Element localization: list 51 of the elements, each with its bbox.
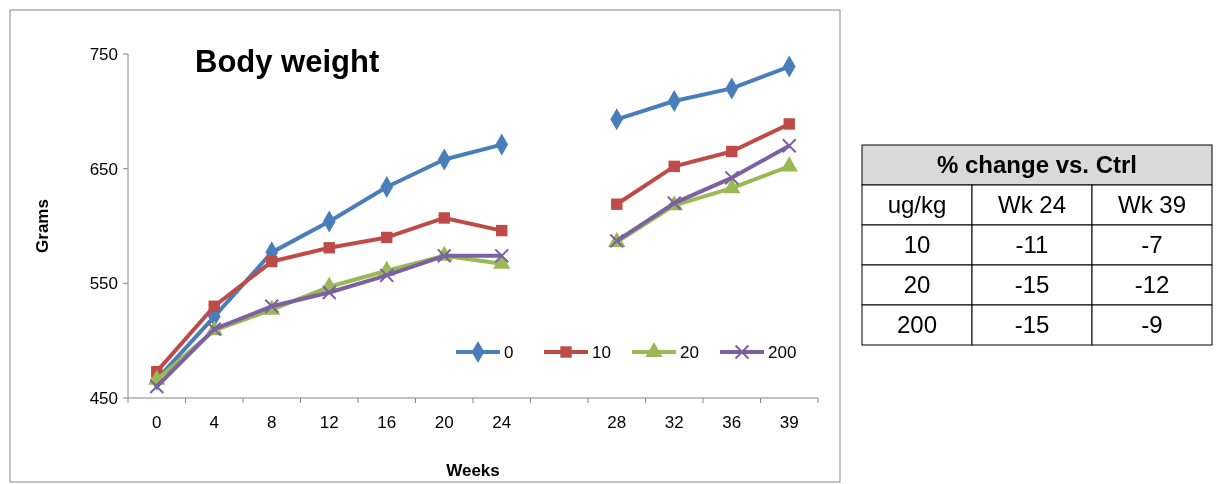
- legend-label: 10: [592, 342, 611, 362]
- x-tick-label: 20: [434, 413, 454, 432]
- point: [208, 300, 220, 312]
- point: [266, 255, 278, 268]
- text: -12: [1134, 271, 1170, 299]
- chart-title: Body weight: [195, 44, 380, 79]
- point: [381, 231, 393, 244]
- y-tick-label: 550: [89, 274, 118, 294]
- point: [668, 160, 680, 173]
- text: % change vs. Ctrl: [936, 151, 1138, 179]
- x-tick-label: 12: [319, 413, 339, 432]
- point: [781, 138, 797, 154]
- x-tick-label: 16: [377, 413, 397, 432]
- text: 200: [896, 311, 938, 339]
- text: -15: [1014, 311, 1050, 339]
- x-axis-title: Weeks: [446, 461, 500, 480]
- text: 10: [903, 231, 931, 259]
- point: [323, 242, 335, 254]
- point: [438, 212, 450, 224]
- y-tick-label: 450: [89, 388, 118, 408]
- x-tick-label: 4: [209, 413, 219, 432]
- point: [726, 145, 738, 158]
- point: [149, 379, 165, 394]
- text: ug/kg: [887, 191, 947, 219]
- text: -7: [1141, 231, 1163, 259]
- x-tick-label: 0: [152, 413, 162, 432]
- point: [724, 170, 740, 186]
- y-tick-label: 650: [89, 159, 118, 179]
- point: [494, 248, 510, 264]
- text: -11: [1015, 231, 1049, 259]
- x-tick-label: 28: [607, 413, 627, 432]
- legend-label: 200: [768, 342, 797, 362]
- legend-label: 0: [504, 342, 514, 362]
- point: [379, 267, 395, 283]
- text: -9: [1141, 311, 1163, 339]
- text: Wk 24: [997, 191, 1067, 219]
- point: [611, 198, 623, 210]
- x-tick-label: 39: [779, 413, 799, 432]
- point: [321, 285, 337, 300]
- x-tick-label: 32: [664, 413, 684, 432]
- legend-label: 20: [680, 342, 699, 362]
- text: 20: [903, 271, 931, 299]
- x-tick-label: 24: [492, 413, 512, 432]
- x-tick-label: 36: [722, 413, 742, 432]
- y-axis-title: Grams: [33, 199, 52, 253]
- text: -15: [1014, 271, 1050, 299]
- point: [783, 118, 795, 130]
- x-tick-label: 8: [267, 413, 277, 432]
- y-tick-label: 750: [89, 44, 118, 64]
- point: [496, 224, 508, 237]
- text: Wk 39: [1117, 191, 1187, 219]
